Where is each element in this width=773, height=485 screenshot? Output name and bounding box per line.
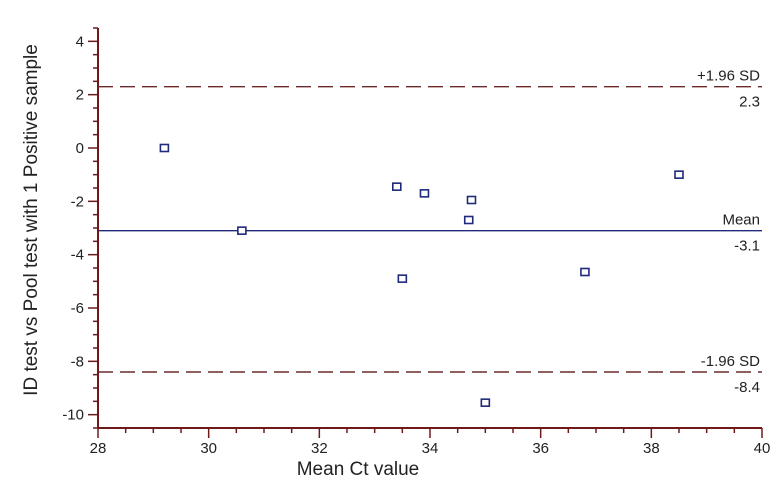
x-tick-label: 30 bbox=[200, 440, 217, 457]
data-point bbox=[466, 195, 477, 205]
y-tick-label: 2 bbox=[76, 87, 84, 104]
reference-lines bbox=[98, 85, 762, 373]
x-axis-title: Mean Ct value bbox=[297, 459, 420, 480]
x-tick-label: 40 bbox=[754, 440, 771, 457]
x-tick-label: 38 bbox=[643, 440, 660, 457]
data-point bbox=[480, 398, 491, 407]
reference-line-value: -3.1 bbox=[734, 238, 760, 255]
y-tick-label: 0 bbox=[76, 140, 84, 157]
y-tick-label: -2 bbox=[71, 193, 84, 210]
data-points bbox=[159, 143, 684, 407]
data-point bbox=[674, 170, 684, 179]
y-tick-label: -4 bbox=[71, 247, 84, 264]
reference-line-value: -8.4 bbox=[734, 379, 760, 396]
y-tick-label: -8 bbox=[71, 353, 84, 370]
reference-line-name: -1.96 SD bbox=[701, 353, 760, 370]
x-tick-label: 32 bbox=[311, 440, 328, 457]
x-tick-label: 34 bbox=[422, 440, 439, 457]
data-point bbox=[397, 274, 408, 283]
y-axis-title: ID test vs Pool test with 1 Positive sam… bbox=[21, 44, 42, 396]
y-tick-label: -6 bbox=[71, 300, 84, 317]
x-tick-label: 36 bbox=[532, 440, 549, 457]
data-point bbox=[237, 226, 247, 235]
data-point bbox=[391, 182, 402, 191]
data-point bbox=[159, 143, 170, 153]
y-tick-label: -10 bbox=[62, 407, 84, 424]
data-point bbox=[463, 215, 474, 225]
axes: 4 2 0 -2 -4 -6 -8 -10 28 30 32 34 36 38 40 bbox=[62, 27, 771, 457]
x-tick-label: 28 bbox=[90, 440, 107, 457]
data-point bbox=[419, 189, 430, 198]
reference-line-value: 2.3 bbox=[739, 94, 760, 111]
y-tick-label: 4 bbox=[76, 33, 84, 50]
reference-line-name: Mean bbox=[722, 212, 760, 229]
reference-line-name: +1.96 SD bbox=[697, 68, 760, 85]
reference-labels: +1.96 SD 2.3 Mean -3.1 -1.96 SD -8.4 bbox=[697, 68, 760, 396]
data-point bbox=[580, 267, 590, 277]
